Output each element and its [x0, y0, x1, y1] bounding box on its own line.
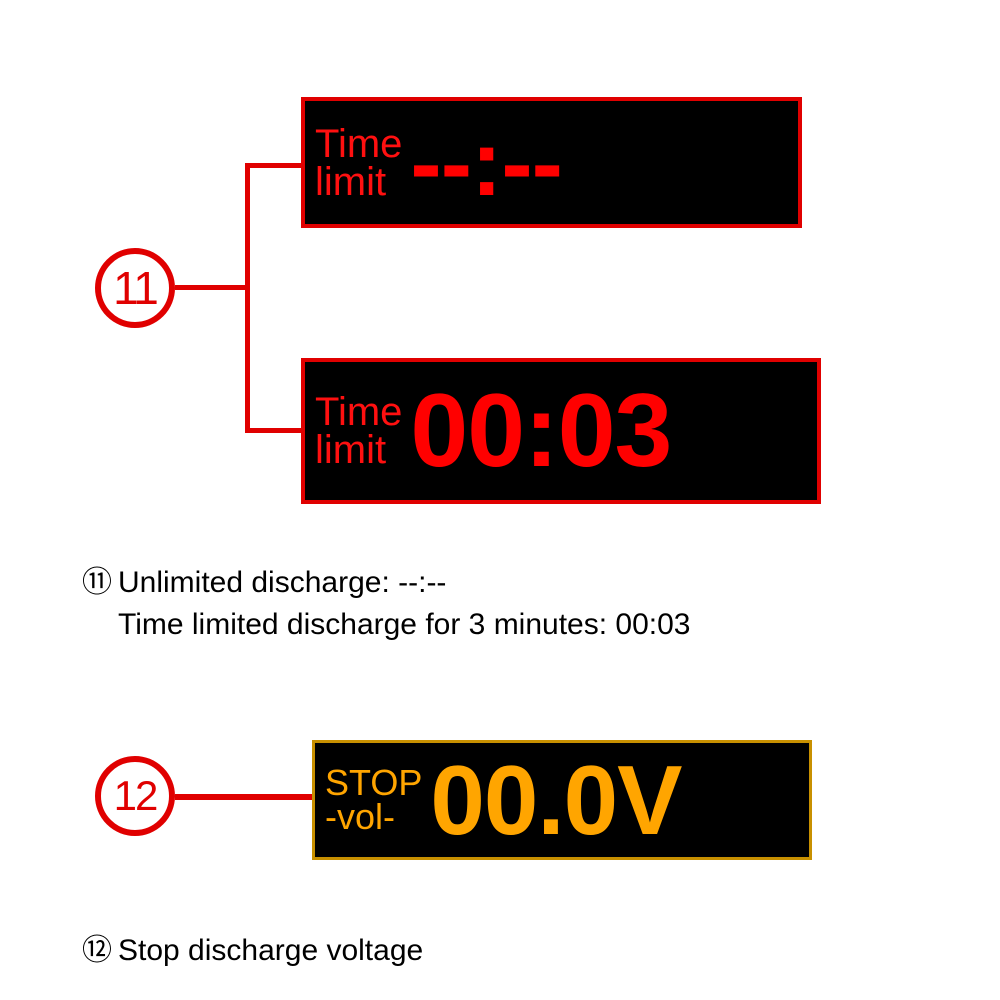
caption-12-marker: ⑫	[82, 930, 112, 972]
lcd1-label-line1: Time	[315, 125, 402, 163]
callout-badge-12: 12	[95, 756, 175, 836]
lcd-time-limit-unlimited: Time limit --:--	[301, 97, 802, 228]
lcd1-value: --:--	[410, 109, 562, 217]
lcd2-value: 00:03	[410, 372, 671, 491]
lcd2-label-line2: limit	[315, 431, 402, 469]
callout-badge-12-text: 12	[114, 772, 157, 820]
caption-11-marker: ⑪	[82, 562, 112, 604]
caption-12-line1: Stop discharge voltage	[118, 934, 423, 967]
lcd3-label-line1: STOP	[325, 766, 422, 800]
lcd2-label: Time limit	[315, 393, 402, 469]
caption-11-line1: Unlimited discharge: --:--	[118, 566, 446, 599]
caption-11: ⑪Unlimited discharge: --:-- ⑪Time limite…	[82, 562, 690, 646]
lcd1-label: Time limit	[315, 125, 402, 201]
connector-11-to-lcd1	[245, 163, 301, 168]
connector-11-stub	[175, 285, 245, 290]
caption-11-line2: Time limited discharge for 3 minutes: 00…	[118, 608, 690, 641]
connector-11-vertical	[245, 163, 250, 433]
callout-badge-11-text: 11	[113, 261, 157, 315]
connector-12	[175, 794, 312, 800]
lcd-time-limit-set: Time limit 00:03	[301, 358, 821, 504]
connector-11-to-lcd2	[245, 428, 301, 433]
lcd-stop-voltage: STOP -vol- 00.0V	[312, 740, 812, 860]
lcd1-label-line2: limit	[315, 163, 402, 201]
lcd3-label: STOP -vol-	[325, 766, 422, 834]
lcd3-label-line2: -vol-	[325, 800, 422, 834]
lcd3-value: 00.0V	[430, 744, 681, 857]
lcd2-label-line1: Time	[315, 393, 402, 431]
callout-badge-11: 11	[95, 248, 175, 328]
caption-12: ⑫Stop discharge voltage	[82, 930, 423, 972]
diagram-canvas: 11 Time limit --:-- Time limit 00:03 ⑪Un…	[0, 0, 1000, 1000]
